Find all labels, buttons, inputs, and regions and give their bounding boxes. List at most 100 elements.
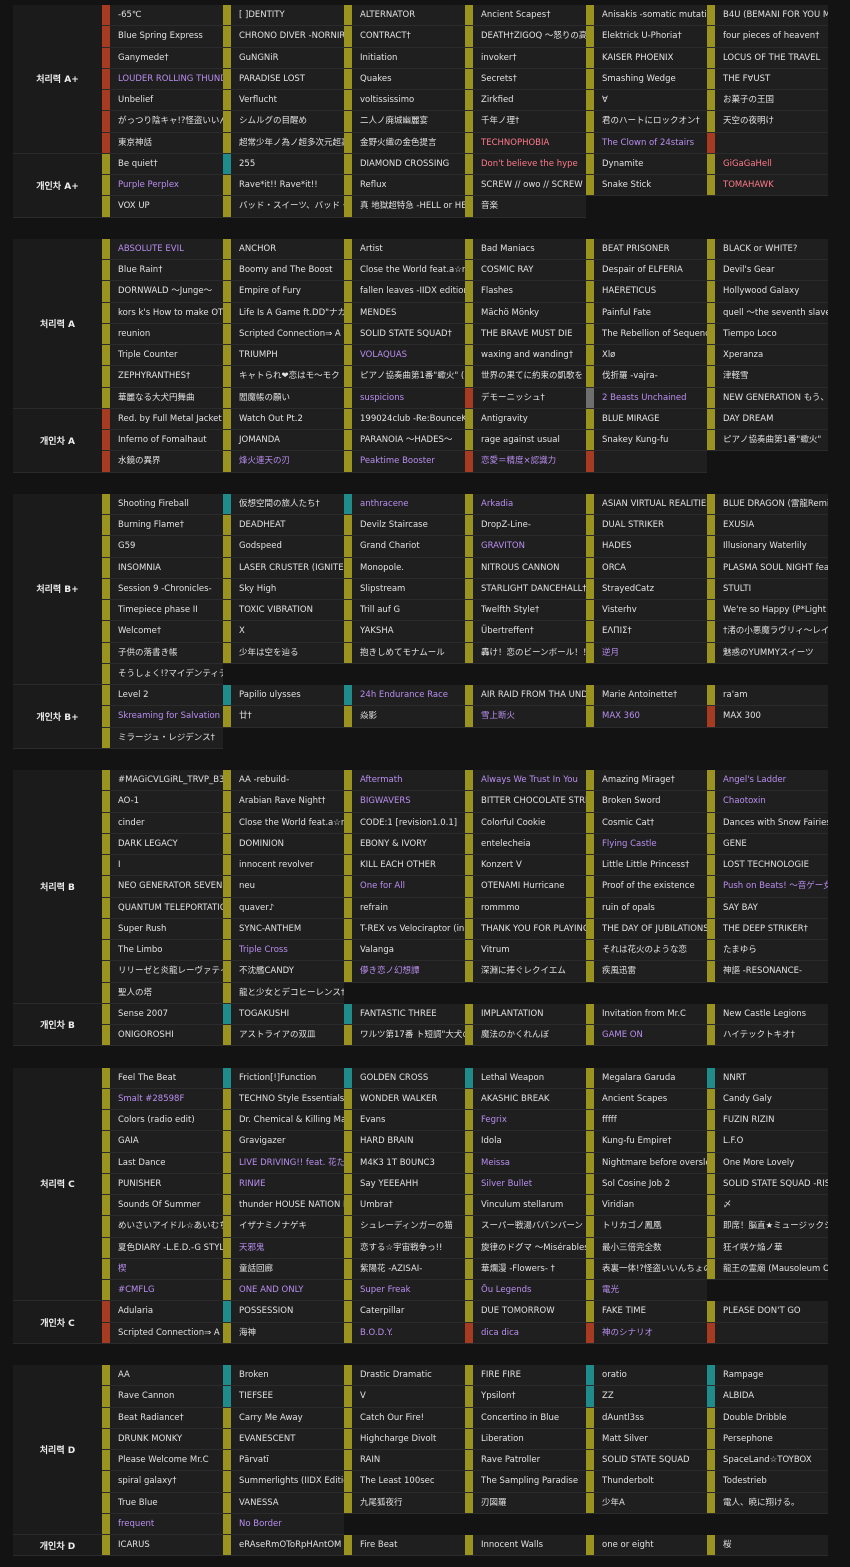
song-cell: fffff: [586, 1110, 707, 1132]
level-bar: [586, 132, 594, 153]
song-cell: PLASMA SOUL NIGHT feat. Nana Takahashi /…: [707, 557, 828, 579]
song-row: #MAGiCVLGiRL_TRVP_B3VTZ AA -rebuild- After…: [102, 770, 838, 792]
song-cell: 深淵に捧ぐレクイエム: [465, 961, 586, 983]
level-bar: [102, 408, 110, 429]
song-cell: 逆月: [586, 642, 707, 664]
level-bar: [465, 1152, 473, 1173]
song-title: Vinculum stellarum: [481, 1200, 564, 1210]
song-title: Timepiece phase II: [118, 605, 198, 615]
label-column: 처리력 D 개인차 D: [13, 1365, 102, 1557]
level-bar: [465, 1173, 473, 1194]
song-title: Marie Antoinette†: [602, 690, 678, 700]
level-bar: [344, 26, 352, 47]
level-bar: [102, 791, 110, 812]
song-cell: 超常少年ノ為ノ超多次元超高興奮超越音楽: [223, 132, 344, 154]
level-bar: [344, 451, 352, 472]
song-title: Concertino in Blue: [481, 1412, 560, 1423]
song-row: Beat Radiance† Carry Me Away Catch Our Fir…: [102, 1407, 838, 1429]
song-cell: Flashes: [465, 281, 586, 303]
song-title: 即席！脳直★ミュージックシステム: [723, 1221, 828, 1232]
song-cell: Ōu Legends: [465, 1280, 586, 1302]
song-title: THE DAY OF JUBILATIONS: [602, 923, 707, 934]
level-bar: [344, 876, 352, 897]
level-bar: [102, 451, 110, 472]
song-row: Blue Rain† Boomy and The Boost Close the W…: [102, 260, 838, 282]
song-cell: Papilio ulysses: [223, 685, 344, 707]
song-cell: ピアノ協奏曲第1番"蠍火" (BlackY Remix): [344, 366, 465, 388]
song-row: DRUNK MONKY EVANESCENT Highcharge Divolt Li…: [102, 1428, 838, 1450]
song-title: Secrets†: [481, 73, 517, 84]
level-bar: [707, 26, 715, 47]
song-cell: 255: [223, 153, 344, 175]
song-cell: ONIGOROSHI: [102, 1025, 223, 1047]
song-cell: Empire of Fury: [223, 281, 344, 303]
song-title: MAX 300: [723, 711, 761, 722]
song-cell: LOUDER ROLLING THUNDER: [102, 68, 223, 90]
song-row: Unbelief Verflucht voltississimo Zirkfied ∀ お…: [102, 90, 838, 112]
song-cell: Painful Fate: [586, 302, 707, 324]
song-cell: TOXIC VIBRATION: [223, 600, 344, 622]
song-title: eRAseRmOToRpHAntOM: [239, 1540, 342, 1550]
song-cell: Rave Patroller: [465, 1450, 586, 1472]
song-row: ONIGOROSHI アストライアの双皿 ワルツ第17番 ト短調"大犬のワルツ" 魔法…: [102, 1025, 838, 1047]
song-cell: STULTI: [707, 578, 828, 600]
level-bar: [102, 1428, 110, 1449]
level-bar: [223, 812, 231, 833]
song-row: 華麗なる大犬円舞曲 閻魔帳の願い suspicions デモーニッシュ† 2 Beast…: [102, 387, 838, 409]
song-title: ra'am: [723, 690, 748, 700]
song-cell: G59: [102, 536, 223, 558]
song-cell: Rampage: [707, 1365, 828, 1387]
song-title: ピアノ協奏曲第1番"蠍火" (BlackY Remix): [360, 371, 465, 382]
song-cell: ASIAN VIRTUAL REALITIES (MELTING TOGETHE…: [586, 493, 707, 515]
song-title: Snakey Kung-fu: [602, 435, 669, 445]
level-bar: [344, 515, 352, 536]
song-title: BIGWAVERS: [360, 796, 411, 807]
song-cell: 少年は空を辿る: [223, 642, 344, 664]
level-bar: [465, 493, 473, 514]
song-title: Scripted Connection⇒ A mix: [118, 1327, 223, 1338]
level-bar: [223, 90, 231, 111]
level-bar: [223, 1280, 231, 1301]
song-cell: Boomy and The Boost: [223, 260, 344, 282]
level-bar: [586, 1003, 594, 1024]
song-cell: [707, 1322, 828, 1344]
song-cell: GAIA: [102, 1131, 223, 1153]
level-bar: [223, 1407, 231, 1428]
level-bar: [586, 918, 594, 939]
song-cell: Session 9 -Chronicles-: [102, 578, 223, 600]
song-title: 24h Endurance Race: [360, 690, 448, 700]
song-cell: waxing and wanding†: [465, 345, 586, 367]
song-cell: めいさいアイドル☆あいむちゃん♪: [102, 1216, 223, 1238]
level-bar: [465, 855, 473, 876]
song-title: EVANESCENT: [239, 1433, 296, 1444]
song-title: M4K3 1T B0UNC3: [360, 1157, 435, 1168]
song-title: Smalt #28598F: [118, 1093, 185, 1104]
song-cell: PUNISHER: [102, 1173, 223, 1195]
level-bar: [586, 1025, 594, 1046]
level-bar: [586, 1258, 594, 1279]
level-bar: [102, 770, 110, 791]
song-title: T-REX vs Velociraptor (in the fur-east e…: [360, 923, 465, 934]
song-title: 二人ノ廃城幽麗宴: [360, 116, 429, 127]
song-cell: Smalt #28598F: [102, 1088, 223, 1110]
level-bar: [707, 175, 715, 196]
level-bar: [707, 238, 715, 259]
song-cell: お菓子の王国: [707, 90, 828, 112]
song-title: SpaceLand☆TOYBOX: [723, 1455, 812, 1465]
song-cell: 疾風迅雷: [586, 961, 707, 983]
song-cell: Aftermath: [344, 770, 465, 792]
song-cell: Bad Maniacs: [465, 238, 586, 260]
song-title: PUNISHER: [118, 1178, 162, 1189]
song-title: B.O.D.Y.: [360, 1327, 393, 1338]
level-bar: [465, 1258, 473, 1279]
level-bar: [223, 897, 231, 918]
song-cell: MAX 360: [586, 706, 707, 728]
song-title: Thunderbolt: [602, 1476, 654, 1487]
level-bar: [223, 1152, 231, 1173]
level-bar: [465, 260, 473, 281]
song-cell: Antigravity: [465, 408, 586, 430]
song-cell: Despair of ELFERIA: [586, 260, 707, 282]
song-cell: THE F∀UST: [707, 68, 828, 90]
song-title: Flashes: [481, 286, 513, 297]
song-title: Reflux: [360, 180, 387, 190]
